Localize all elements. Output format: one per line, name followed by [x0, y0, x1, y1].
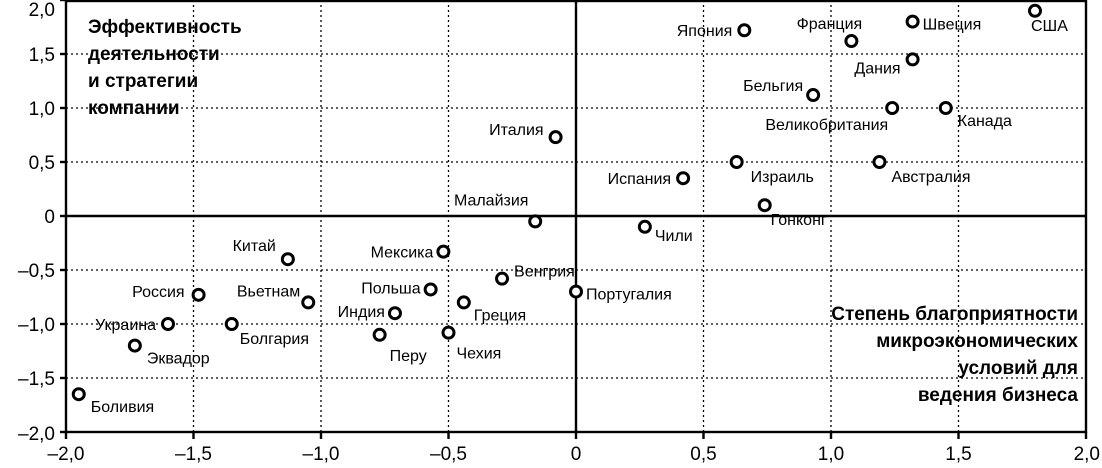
point-label-19: Польша [361, 280, 421, 297]
annotations: Эффективность деятельности и стратегии к… [88, 17, 1078, 406]
point-label-5: Бельгия [743, 78, 803, 95]
data-point-14 [637, 219, 652, 234]
point-label-0: США [1031, 18, 1068, 35]
data-point-12 [757, 198, 772, 213]
y-tick-label-8: 2,0 [29, 0, 55, 21]
data-point-18 [569, 284, 583, 299]
data-point-1 [905, 14, 920, 29]
point-label-12: Гонконг [771, 212, 827, 229]
x-axis-label-line-4: ведения бизнеса [918, 385, 1079, 406]
data-point-21 [301, 295, 316, 310]
point-label-18: Португалия [586, 287, 672, 304]
data-point-27 [441, 325, 456, 340]
point-label-4: Дания [854, 60, 900, 77]
point-label-25: Болгария [240, 331, 309, 348]
chart-title-line-2: деятельности [88, 44, 220, 65]
x-tick-label-2: –1,0 [303, 444, 340, 465]
point-label-15: Мексика [371, 245, 434, 262]
x-tick-label-3: –0,5 [430, 444, 467, 465]
y-tick-label-6: 1,0 [29, 99, 55, 120]
point-label-2: Япония [677, 23, 733, 40]
point-label-1: Швеция [923, 17, 982, 34]
x-axis-label-line-3: условий для [958, 358, 1078, 379]
tick-labels: –2,0 –1,5 –1,0 –0,5 0 0,5 1,0 1,5 2,0 –2,0 –1,5 –1,… [18, 0, 1100, 465]
data-points [71, 3, 1042, 402]
x-tick-label-6: 1,0 [818, 444, 844, 465]
point-label-11: Испания [608, 171, 672, 188]
data-point-8 [548, 130, 563, 145]
y-tick-label-1: –1,5 [18, 369, 55, 390]
chart-title-line-3: и стратегии [88, 71, 198, 92]
point-label-9: Израиль [751, 169, 814, 186]
data-point-15 [436, 244, 451, 259]
data-point-4 [905, 52, 920, 67]
axes [60, 0, 1088, 439]
data-point-23 [387, 306, 402, 321]
point-label-6: Великобритания [765, 117, 888, 134]
data-point-24 [161, 317, 175, 331]
data-point-19 [423, 282, 438, 297]
data-point-10 [872, 155, 887, 169]
x-axis-label-line-2: микроэкономических [876, 331, 1078, 352]
x-axis-label-line-1: Степень благоприятности [831, 304, 1078, 325]
data-point-7 [938, 101, 953, 115]
x-tick-label-0: –2,0 [48, 444, 85, 465]
data-point-9 [729, 155, 744, 169]
x-tick-label-5: 0,5 [690, 444, 716, 465]
data-point-0 [1028, 3, 1042, 18]
point-label-3: Франция [797, 16, 863, 33]
point-label-7: Канада [958, 113, 1012, 130]
point-labels: США Швеция Япония Франция Дания Бельгия Велико… [91, 16, 1068, 416]
chart-title-line-4: компании [88, 98, 180, 119]
y-tick-label-5: 0,5 [29, 153, 55, 174]
point-label-20: Россия [132, 284, 184, 301]
point-label-29: Боливия [91, 399, 154, 416]
data-point-26 [372, 327, 387, 342]
data-point-20 [191, 287, 206, 302]
point-label-23: Индия [338, 304, 385, 321]
point-label-17: Венгрия [514, 264, 575, 281]
data-point-17 [495, 271, 510, 286]
point-label-14: Чили [655, 228, 693, 245]
point-label-21: Вьетнам [237, 283, 300, 300]
y-tick-label-4: 0 [44, 207, 55, 228]
data-point-25 [224, 317, 239, 331]
point-label-13: Малайзия [454, 192, 529, 209]
y-tick-label-0: –2,0 [18, 424, 55, 445]
data-point-3 [844, 34, 859, 49]
data-point-13 [528, 214, 543, 229]
chart-title-line-1: Эффективность [88, 17, 242, 38]
x-tick-label-1: –1,5 [175, 444, 212, 465]
x-tick-label-8: 2,0 [1074, 444, 1100, 465]
point-label-16: Китай [233, 238, 276, 255]
data-point-11 [676, 171, 691, 186]
point-label-26: Перу [390, 348, 427, 365]
x-tick-label-4: 0 [571, 444, 582, 465]
data-point-2 [737, 23, 752, 38]
point-label-24: Украина [95, 317, 156, 334]
data-point-16 [280, 252, 295, 267]
y-tick-label-2: –1,0 [18, 315, 55, 336]
x-tick-label-7: 1,5 [945, 444, 971, 465]
point-label-28: Эквадор [147, 351, 210, 368]
data-point-22 [456, 295, 471, 310]
point-label-22: Греция [474, 307, 526, 324]
point-label-10: Австралия [891, 169, 970, 186]
y-tick-label-7: 1,5 [29, 45, 55, 66]
data-point-5 [806, 88, 821, 103]
point-label-8: Италия [489, 122, 543, 139]
data-point-28 [127, 338, 142, 353]
point-label-27: Чехия [457, 346, 502, 363]
y-tick-label-3: –0,5 [18, 261, 55, 282]
data-point-29 [71, 387, 86, 402]
data-point-6 [885, 101, 900, 115]
